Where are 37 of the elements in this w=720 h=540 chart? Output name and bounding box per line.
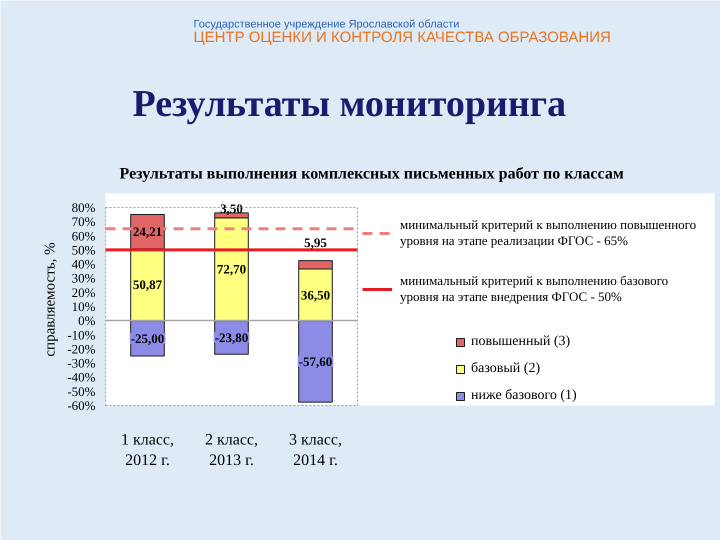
y-tick-label: -30% — [67, 356, 96, 371]
y-tick-label: -60% — [67, 398, 96, 413]
y-tick-label: 0% — [78, 313, 96, 328]
y-tick-label: 70% — [72, 214, 96, 230]
chart-title: Результаты мониторинга — [132, 83, 566, 125]
data-label: -57,60 — [298, 354, 332, 369]
y-tick-label: -40% — [67, 370, 96, 385]
legend-label: базовый (2) — [471, 361, 540, 377]
data-label: 50,87 — [132, 277, 163, 292]
y-axis-title: справляемость, % — [42, 242, 58, 357]
y-tick-label: 40% — [72, 256, 96, 272]
data-label: 3,50 — [220, 200, 243, 216]
data-label: 5,95 — [304, 234, 328, 250]
legend-label: минимальный критерий к выполнению базового уровня на этапе внедрения ФГОС - 50% — [400, 273, 668, 305]
y-tick-label: 80% — [72, 200, 96, 215]
legend-label: ниже базового (1) — [471, 388, 577, 404]
y-tick-label: -10% — [67, 327, 96, 342]
y-tick-label: -50% — [67, 384, 96, 399]
legend-label: повышенный (3) — [471, 334, 570, 350]
data-label: 72,70 — [216, 262, 246, 277]
x-tick-label: 2 класс, 2013 г. — [204, 432, 258, 469]
y-tick-label: 50% — [72, 242, 96, 258]
data-label: 24,21 — [132, 224, 162, 240]
text: Государственное учреждение Ярославской области — [194, 18, 460, 30]
y-tick-label: 20% — [72, 284, 96, 300]
data-label: 36,50 — [300, 287, 330, 302]
text: ЦЕНТР ОЦЕНКИ И КОНТРОЛЯ КАЧЕСТВА ОБРАЗОВАНИЯ — [194, 29, 611, 46]
data-label: -23,80 — [214, 330, 248, 345]
y-tick-label: 60% — [72, 228, 96, 244]
x-tick-label: 3 класс, 2014 г. — [288, 432, 342, 469]
y-tick-label: 10% — [72, 299, 96, 314]
y-tick-label: 30% — [72, 270, 96, 286]
y-tick-label: -20% — [67, 341, 96, 356]
ref-line-label: минимальный критерий к выполнению повышенного уровня на этапе реализации ФГОС - 65% — [400, 217, 696, 249]
chart-subtitle: Результаты выполнения комплексных письменных работ по классам — [120, 166, 624, 182]
data-label: -25,00 — [130, 330, 164, 346]
x-tick-label: 1 класс, 2012 г. — [120, 432, 174, 469]
